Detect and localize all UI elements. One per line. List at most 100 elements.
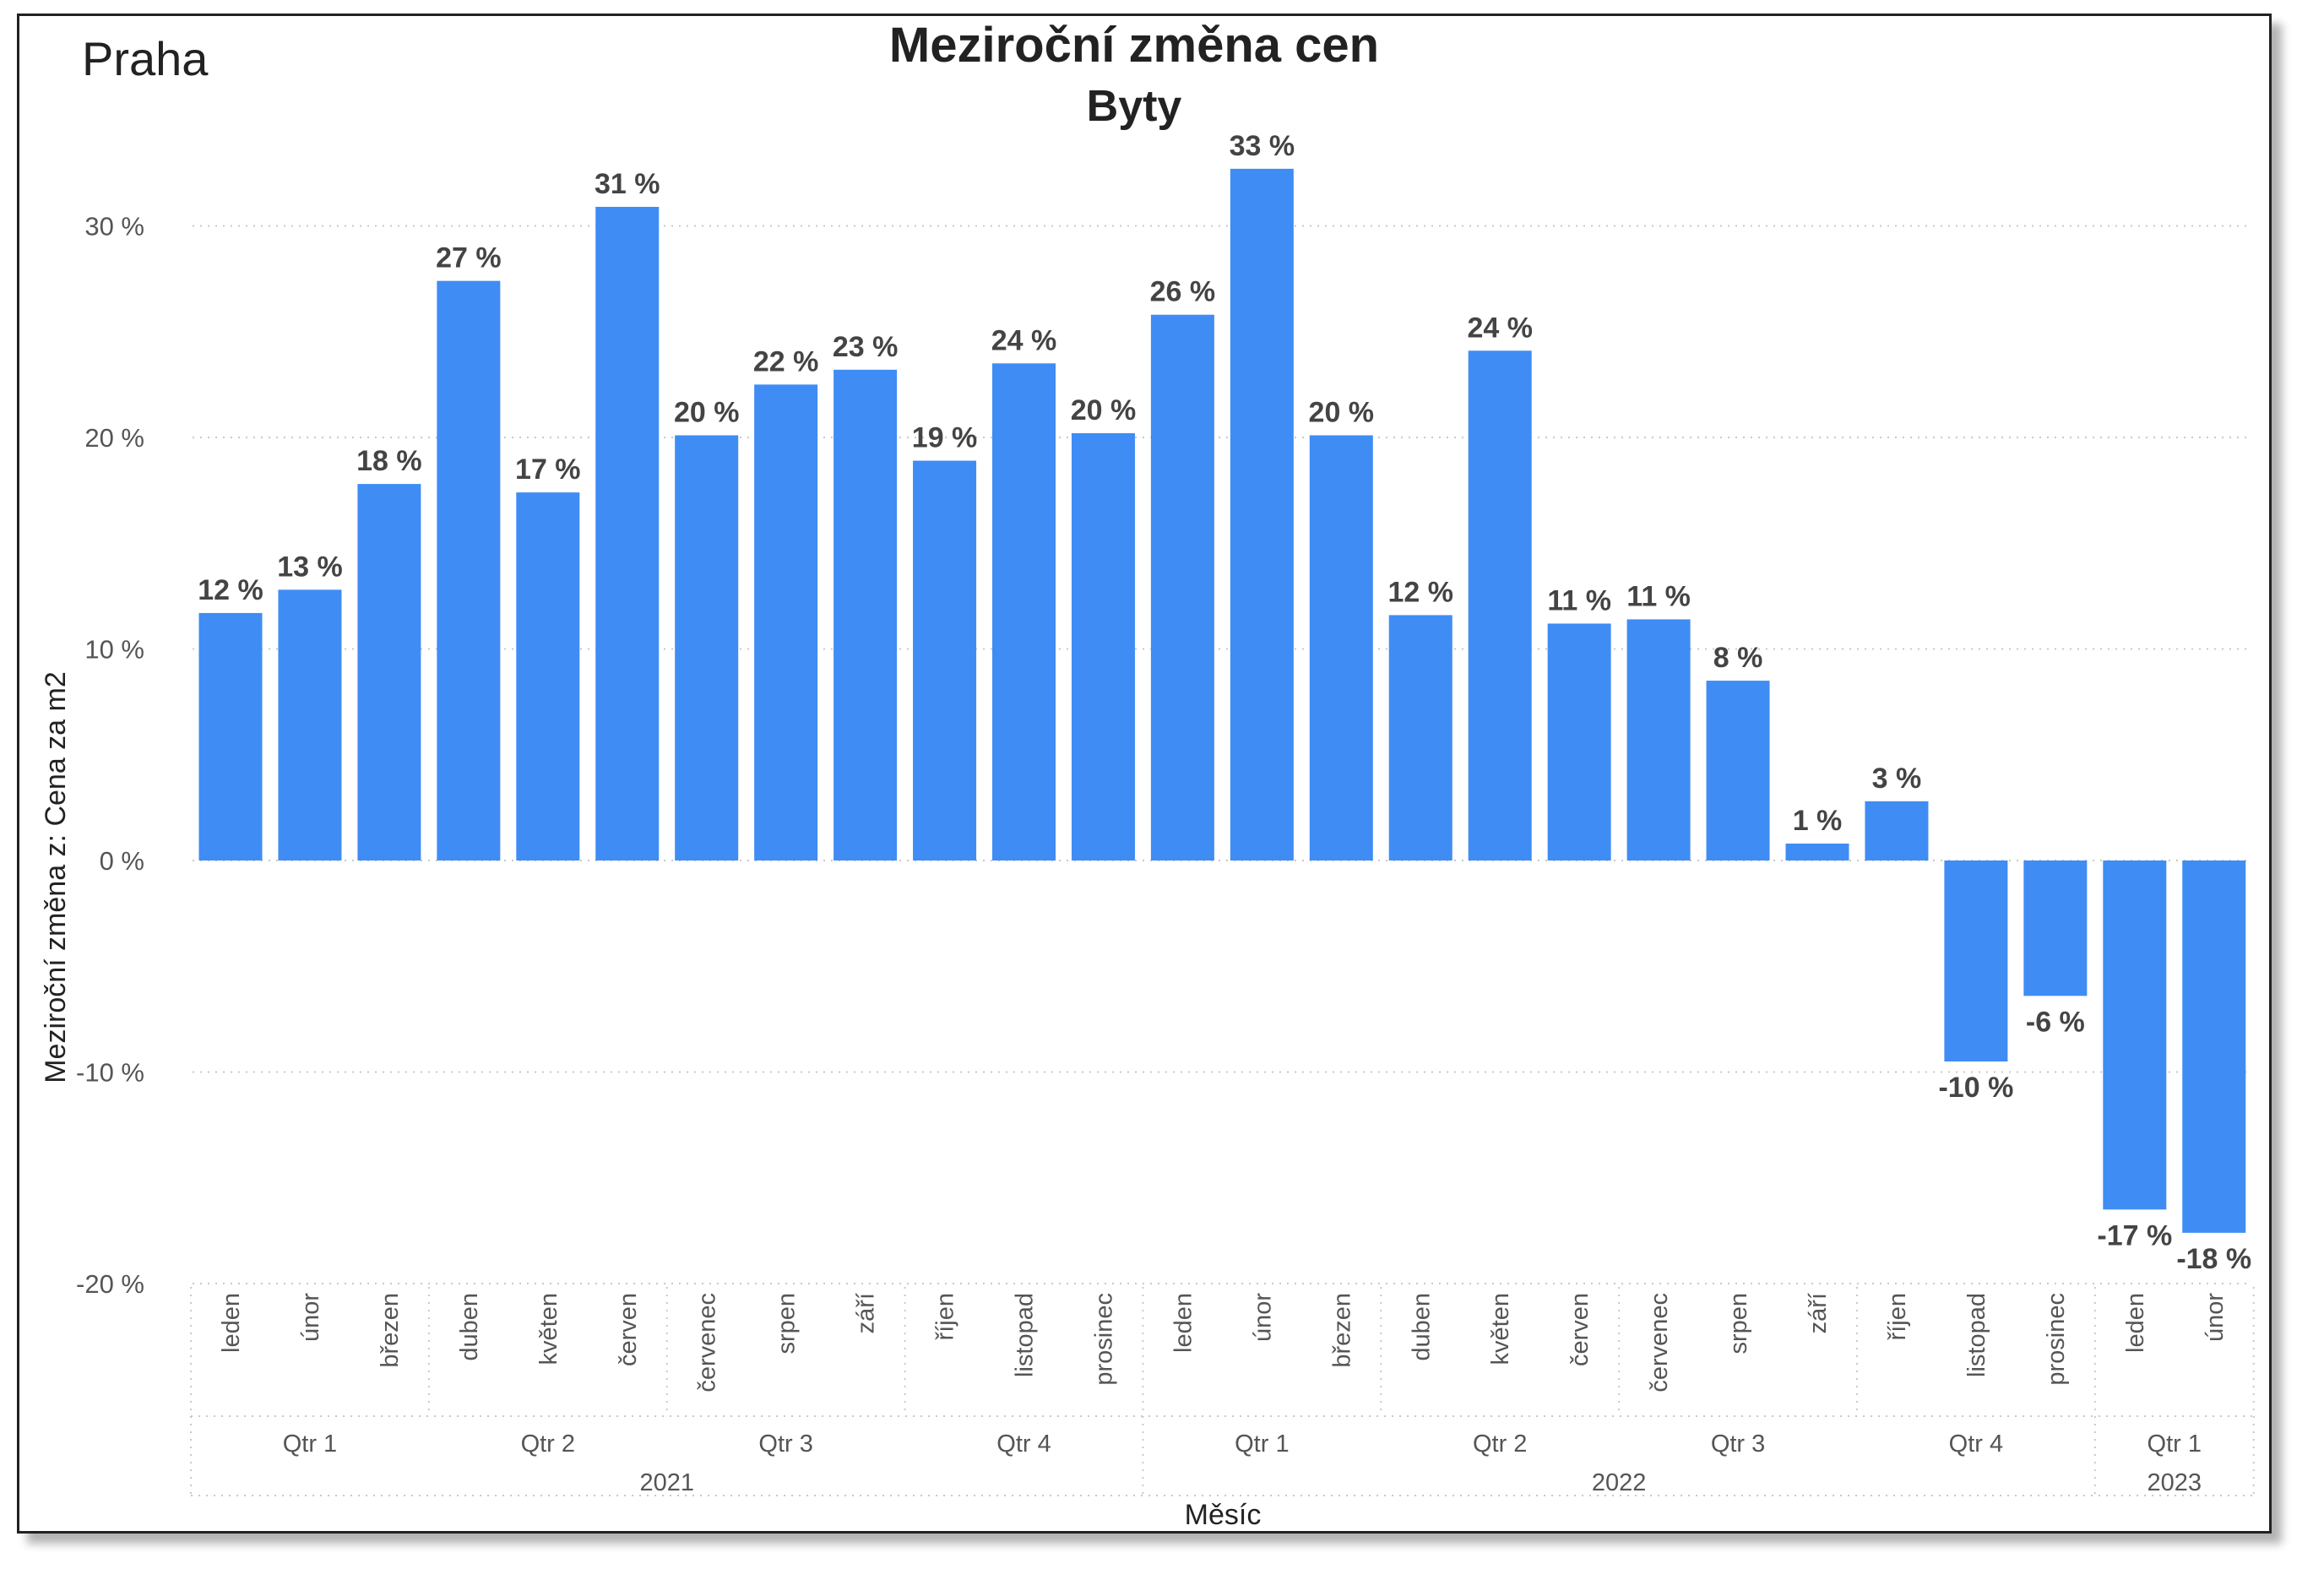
bar [913,460,977,861]
data-label: 19 % [912,422,978,454]
x-tick-label: květen [535,1293,562,1365]
data-label: 22 % [753,345,819,377]
bars [198,168,2246,1233]
data-label: 20 % [1071,394,1137,426]
x-tick-label: říjen [1884,1293,1911,1340]
data-label: 20 % [674,396,740,428]
bar [1230,168,1294,861]
bar [1388,615,1452,861]
chart-subtitle: Byty [1087,82,1182,131]
quarter-label: Qtr 4 [996,1431,1051,1458]
x-tick-label: srpen [1725,1293,1752,1355]
x-tick-label: červen [1567,1293,1594,1366]
x-tick-label: duben [456,1293,483,1361]
data-label: 11 % [1626,580,1691,612]
bar [1071,432,1135,861]
bar [1468,350,1532,861]
x-tick-label: listopad [1963,1293,1990,1377]
x-tick-label: leden [218,1293,245,1353]
x-tick-label: říjen [932,1293,959,1340]
quarter-label: Qtr 1 [1235,1431,1289,1458]
x-tick-label: únor [297,1293,324,1342]
bar [198,612,263,861]
data-label: 33 % [1230,130,1295,162]
y-axis-title: Meziroční změna z: Cena za m2 [40,671,72,1083]
x-tick-label: listopad [1012,1293,1039,1377]
gridlines [193,225,2249,1284]
data-label: -6 % [2026,1006,2085,1038]
x-tick-label: květen [1487,1293,1514,1365]
data-label: -10 % [1938,1072,2013,1104]
data-label: -17 % [2097,1219,2172,1251]
quarter-label: Qtr 4 [1949,1431,2003,1458]
bar [1626,619,1691,861]
bar [516,492,580,861]
data-label: 8 % [1713,642,1763,674]
x-tick-label: březen [1328,1293,1355,1368]
bar [992,363,1056,861]
bar [675,435,739,861]
bar [2182,861,2246,1233]
y-tick-label: -10 % [76,1058,144,1088]
x-tick-label: září [1805,1293,1832,1333]
bar [595,206,660,861]
x-axis: leden únor březen duben květen červen červenec… [190,1287,2255,1496]
chart-frame: Praha Meziroční změna cen Byty Meziroční… [17,14,2272,1534]
bar [1865,801,1929,861]
quarter-label: Qtr 1 [2148,1431,2202,1458]
data-label: 18 % [356,445,422,477]
x-tick-label: září [853,1293,880,1333]
bar [833,369,898,861]
bar [278,589,342,861]
year-label: 2021 [639,1469,694,1496]
bar [1547,623,1611,861]
data-label: 27 % [436,242,502,274]
x-tick-label: červenec [1646,1293,1673,1393]
bar [1309,435,1373,861]
y-tick-label: 20 % [84,423,144,453]
data-label: 31 % [595,168,660,200]
year-label: 2023 [2148,1469,2202,1496]
quarter-label: Qtr 2 [1473,1431,1527,1458]
y-axis-ticks: 30 % 20 % 10 % 0 % -10 % -20 % [76,212,144,1300]
x-tick-label: duben [1408,1293,1435,1361]
x-tick-label: srpen [774,1293,801,1355]
x-tick-label: únor [2202,1293,2229,1342]
data-label: 12 % [1388,576,1454,608]
bar [1150,314,1214,861]
bar [754,384,818,861]
data-label: 24 % [991,324,1057,356]
y-tick-label: 10 % [84,635,144,665]
data-label: 12 % [198,574,263,606]
x-tick-label: prosinec [1090,1293,1117,1386]
chart: Praha Meziroční změna cen Byty Meziroční… [40,18,2255,1531]
quarter-label: Qtr 2 [521,1431,575,1458]
region-label: Praha [82,32,209,85]
bar [1944,861,2008,1061]
bar [2103,861,2167,1210]
data-label: 26 % [1150,276,1216,308]
data-label: -18 % [2176,1243,2251,1275]
data-label: 1 % [1793,805,1843,837]
quarter-label: Qtr 3 [758,1431,812,1458]
x-tick-label: únor [1249,1293,1276,1342]
bar [1785,843,1849,861]
x-tick-label: březen [377,1293,404,1368]
data-label: 20 % [1309,396,1375,428]
quarter-label: Qtr 1 [283,1431,337,1458]
data-label: 13 % [277,551,343,583]
data-label: 3 % [1872,763,1922,795]
data-label: 11 % [1547,584,1611,616]
x-tick-label: červen [615,1293,642,1366]
data-labels: 12 % 13 % 18 % 27 % 17 % 31 % 20 % 22 % 23 % 19 %… [198,130,2251,1275]
bar [2023,861,2088,996]
data-label: 23 % [833,331,899,363]
x-tick-label: prosinec [2043,1293,2070,1386]
bar [437,280,501,861]
x-axis-title: Měsíc [1185,1499,1262,1531]
y-tick-label: 30 % [84,212,144,242]
quarter-label: Qtr 3 [1711,1431,1765,1458]
x-tick-label: leden [2122,1293,2149,1353]
year-label: 2022 [1592,1469,1647,1496]
data-label: 17 % [515,453,581,486]
